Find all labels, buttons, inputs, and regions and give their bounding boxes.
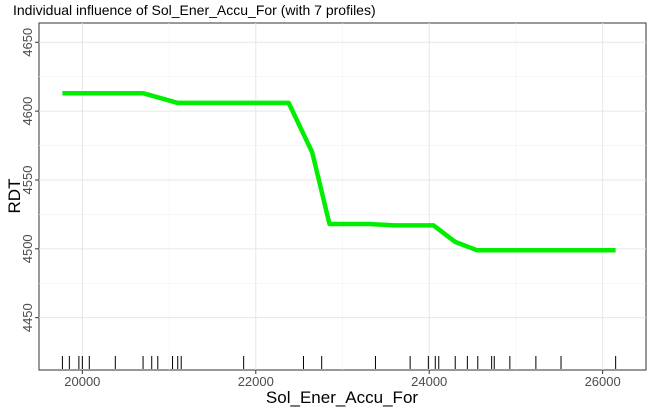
x-tick-label: 20000 [64, 374, 100, 389]
rug-marks [61, 356, 617, 369]
y-tick-label: 4600 [20, 97, 35, 126]
y-tick-label: 4450 [20, 303, 35, 332]
series-line [62, 90, 616, 253]
data-series [62, 90, 616, 253]
x-axis-ticks: 20000 22000 24000 26000 [64, 370, 621, 389]
y-tick-label: 4650 [20, 28, 35, 57]
grid-lines [39, 23, 646, 370]
x-tick-label: 22000 [238, 374, 274, 389]
y-tick-label: 4500 [20, 234, 35, 263]
y-axis-ticks: 4450 4500 4550 4600 4650 [20, 28, 39, 332]
x-tick-label: 26000 [585, 374, 621, 389]
y-axis-title: RDT [5, 179, 24, 214]
x-tick-label: 24000 [411, 374, 447, 389]
y-tick-label: 4550 [20, 166, 35, 195]
x-axis-title: Sol_Ener_Accu_For [266, 388, 418, 407]
chart-title: Individual influence of Sol_Ener_Accu_Fo… [13, 2, 376, 18]
